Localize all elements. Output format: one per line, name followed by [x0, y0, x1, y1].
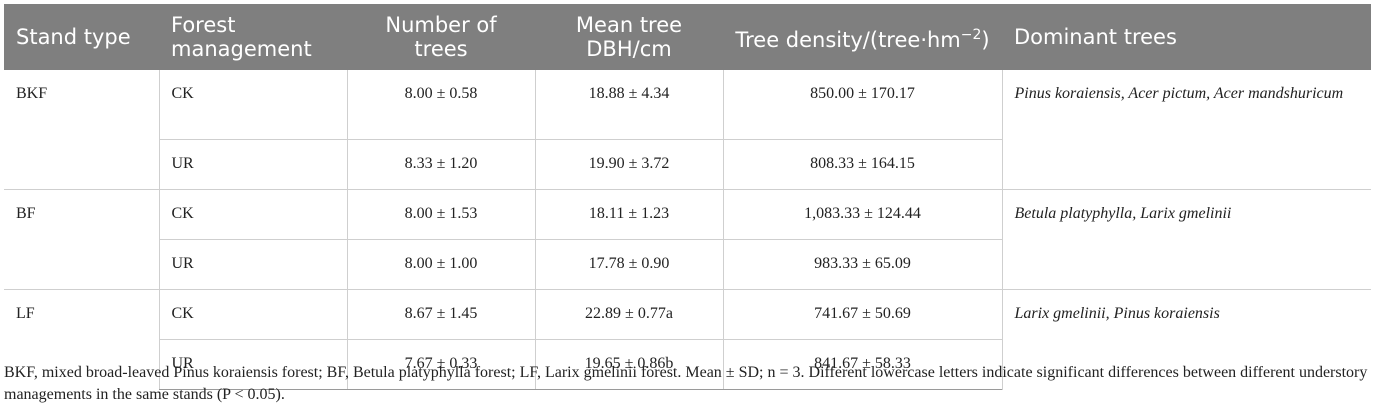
header-tree-density-prefix: Tree density/(tree·hm — [735, 27, 961, 52]
mean-dbh-cell: 19.65 ± 0.86b — [534, 339, 723, 390]
density-cell: 741.67 ± 50.69 — [722, 289, 1002, 340]
header-tree-density-suffix: ) — [981, 27, 990, 52]
stand-type-cell: BF — [4, 189, 159, 290]
mean-dbh-cell: 18.11 ± 1.23 — [534, 189, 723, 240]
number-of-trees-cell: 8.00 ± 0.58 — [346, 70, 535, 140]
table-row: UR 7.67 ± 0.33 19.65 ± 0.86b 841.67 ± 58… — [4, 339, 1371, 390]
management-cell: CK — [158, 289, 347, 340]
management-cell: UR — [158, 239, 347, 290]
management-cell: UR — [158, 339, 347, 390]
table-row: UR 8.33 ± 1.20 19.90 ± 3.72 808.33 ± 164… — [4, 139, 1371, 190]
mean-dbh-cell: 19.90 ± 3.72 — [534, 139, 723, 190]
number-of-trees-cell: 8.67 ± 1.45 — [346, 289, 535, 340]
header-row: Stand type Forest management Number of t… — [4, 4, 1371, 70]
management-cell: CK — [158, 70, 347, 140]
table-footnote: BKF, mixed broad-leaved Pinus koraiensis… — [4, 364, 1368, 403]
table-row: LF CK 8.67 ± 1.45 22.89 ± 0.77a 741.67 ±… — [4, 289, 1371, 390]
header-dominant-trees: Dominant trees — [1002, 4, 1371, 70]
management-cell: UR — [158, 139, 347, 190]
number-of-trees-cell: 8.00 ± 1.53 — [346, 189, 535, 240]
header-stand-type: Stand type — [4, 4, 159, 70]
mean-dbh-cell: 17.78 ± 0.90 — [534, 239, 723, 290]
header-tree-density-exponent: −2 — [960, 26, 982, 43]
density-cell: 850.00 ± 170.17 — [722, 70, 1002, 140]
number-of-trees-cell: 7.67 ± 0.33 — [346, 339, 535, 390]
data-table: Stand type Forest management Number of t… — [4, 4, 1371, 390]
mean-dbh-cell: 22.89 ± 0.77a — [534, 289, 723, 340]
dominant-trees-cell: Pinus koraiensis, Acer pictum, Acer mand… — [1001, 70, 1371, 190]
table-row: BKF CK 8.00 ± 0.58 18.88 ± 4.34 850.00 ±… — [4, 70, 1371, 190]
table-row: BF CK 8.00 ± 1.53 18.11 ± 1.23 1,083.33 … — [4, 189, 1371, 290]
header-forest-management: Forest management — [159, 4, 347, 70]
density-cell: 841.67 ± 58.33 — [722, 339, 1002, 390]
number-of-trees-cell: 8.33 ± 1.20 — [346, 139, 535, 190]
dominant-trees-cell: Betula platyphylla, Larix gmelinii — [1001, 189, 1371, 290]
density-cell: 983.33 ± 65.09 — [722, 239, 1002, 290]
dominant-trees-cell: Larix gmelinii, Pinus koraiensis — [1001, 289, 1371, 390]
stand-type-cell: LF — [4, 289, 159, 390]
table-row: UR 8.00 ± 1.00 17.78 ± 0.90 983.33 ± 65.… — [4, 239, 1371, 290]
density-cell: 1,083.33 ± 124.44 — [722, 189, 1002, 240]
mean-dbh-cell: 18.88 ± 4.34 — [534, 70, 723, 140]
density-cell: 808.33 ± 164.15 — [722, 139, 1002, 190]
header-mean-tree-dbh: Mean tree DBH/cm — [535, 4, 723, 70]
management-cell: CK — [158, 189, 347, 240]
stand-type-cell: BKF — [16, 85, 48, 102]
number-of-trees-cell: 8.00 ± 1.00 — [346, 239, 535, 290]
header-number-of-trees: Number of trees — [347, 4, 535, 70]
header-tree-density: Tree density/(tree·hm−2) — [723, 4, 1002, 70]
